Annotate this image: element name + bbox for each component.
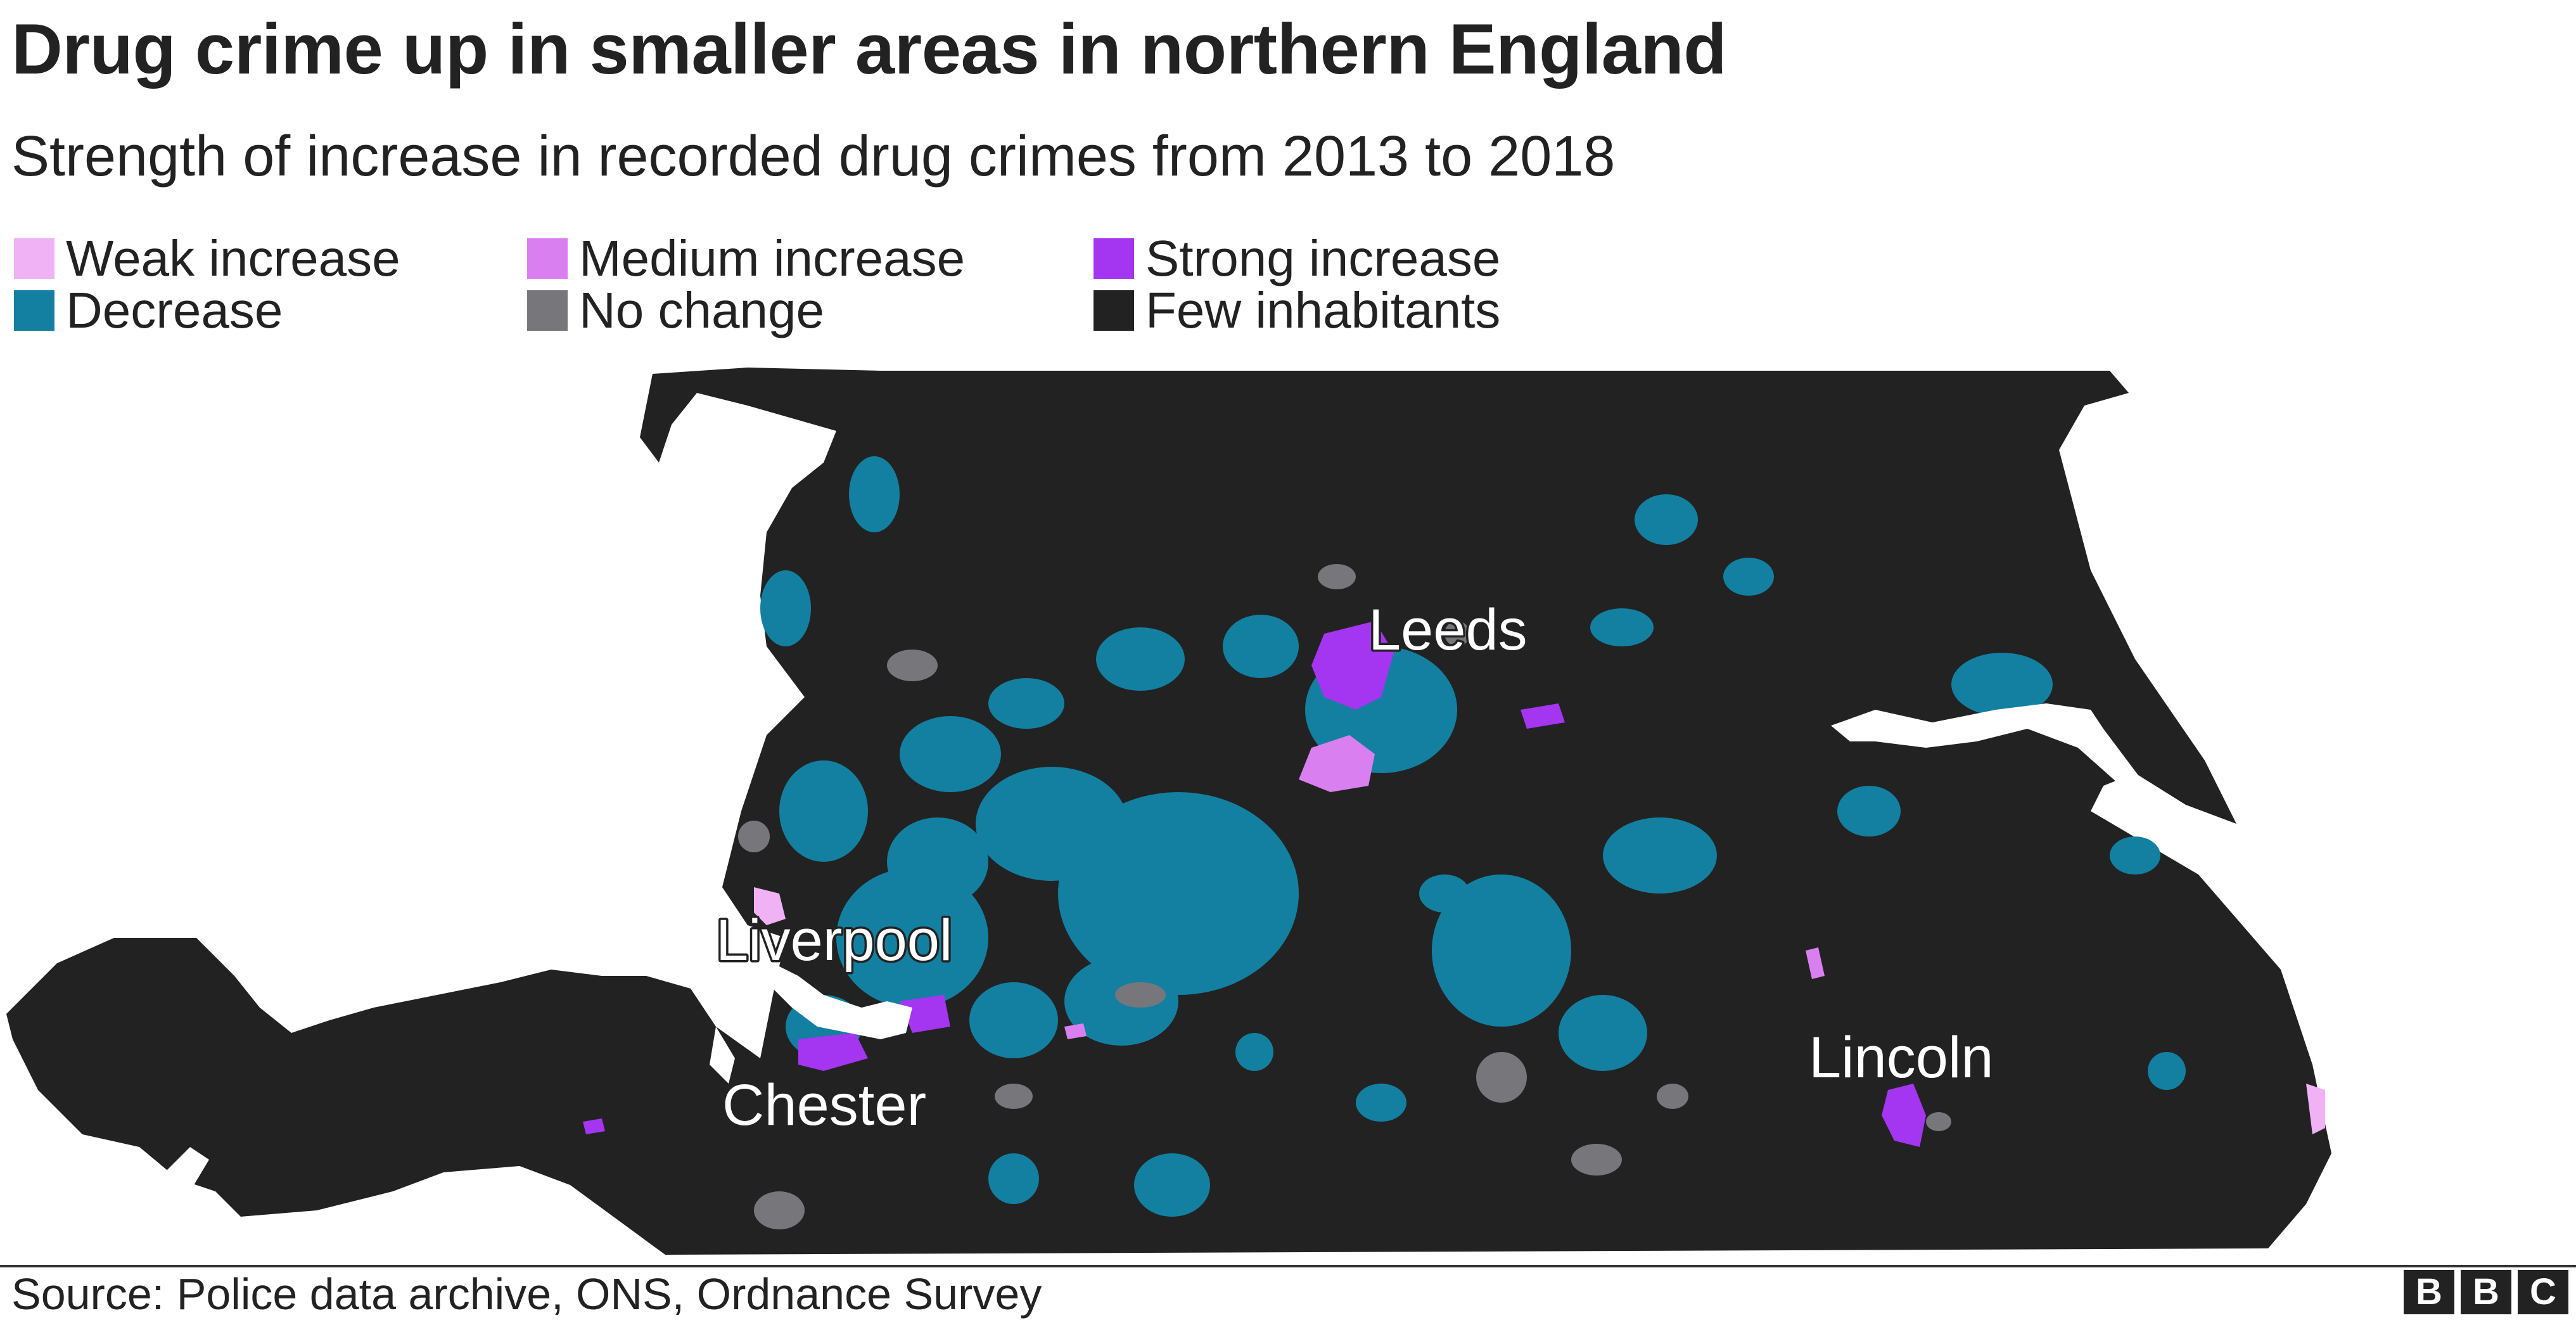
bbc-logo-letter: B <box>2461 1270 2511 1314</box>
legend-swatch-strong-increase <box>1094 238 1134 279</box>
legend-label: No change <box>579 282 824 338</box>
legend-swatch-no-change <box>527 290 568 331</box>
legend-item-strong-increase: Strong increase <box>1094 233 1500 284</box>
small-strong-increase <box>583 1118 605 1134</box>
leeds-east-strong-increase <box>1521 703 1565 729</box>
map: Leeds Liverpool Chester Lincoln <box>0 368 2576 1255</box>
map-svg: Leeds Liverpool Chester Lincoln <box>6 368 2331 1255</box>
footer-divider <box>0 1265 2576 1267</box>
legend-item-few-inhabitants: Few inhabitants <box>1094 285 1500 336</box>
legend-label: Medium increase <box>579 230 966 286</box>
city-label-chester: Chester <box>722 1073 926 1137</box>
source-note: Source: Police data archive, ONS, Ordnan… <box>11 1269 1042 1319</box>
humber-estuary <box>1831 703 2230 862</box>
liverpool-weak-increase <box>754 887 786 925</box>
legend-swatch-few-inhabitants <box>1094 290 1134 331</box>
wirral-strong-increase <box>798 1033 868 1071</box>
chart-title: Drug crime up in smaller areas in northe… <box>11 10 1727 89</box>
bbc-logo-letter: B <box>2404 1270 2454 1314</box>
legend-label: Strong increase <box>1145 230 1501 286</box>
legend-swatch-weak-increase <box>14 238 54 279</box>
leeds-strong-increase <box>1311 621 1394 710</box>
city-label-lincoln: Lincoln <box>1809 1025 1994 1090</box>
legend-item-weak-increase: Weak increase <box>14 233 400 284</box>
small-medium-increase <box>1064 1023 1087 1039</box>
chart-subtitle: Strength of increase in recorded drug cr… <box>11 125 1616 188</box>
humber-medium-increase <box>1806 947 1825 979</box>
legend-label: Decrease <box>66 282 283 338</box>
warrington-strong-increase <box>900 995 950 1033</box>
dee-estuary <box>710 1027 735 1084</box>
lincoln-strong-increase <box>1882 1084 1926 1147</box>
coast-weak-increase <box>2306 1084 2325 1134</box>
legend-item-medium-increase: Medium increase <box>527 233 965 284</box>
menai-strait <box>165 1147 209 1204</box>
legend-item-no-change: No change <box>527 285 824 336</box>
legend-item-decrease: Decrease <box>14 285 283 336</box>
leeds-medium-increase <box>1299 735 1375 792</box>
city-label-liverpool: Liverpool <box>716 908 952 973</box>
no-change-areas <box>738 564 1951 1229</box>
bbc-logo: B B C <box>2404 1270 2568 1314</box>
legend-swatch-decrease <box>14 290 54 331</box>
legend-label: Weak increase <box>66 230 400 286</box>
legend-swatch-medium-increase <box>527 238 568 279</box>
bbc-logo-letter: C <box>2518 1270 2568 1314</box>
city-label-leeds: Leeds <box>1368 598 1527 662</box>
mersey-estuary <box>773 963 912 1039</box>
legend-label: Few inhabitants <box>1145 282 1501 338</box>
